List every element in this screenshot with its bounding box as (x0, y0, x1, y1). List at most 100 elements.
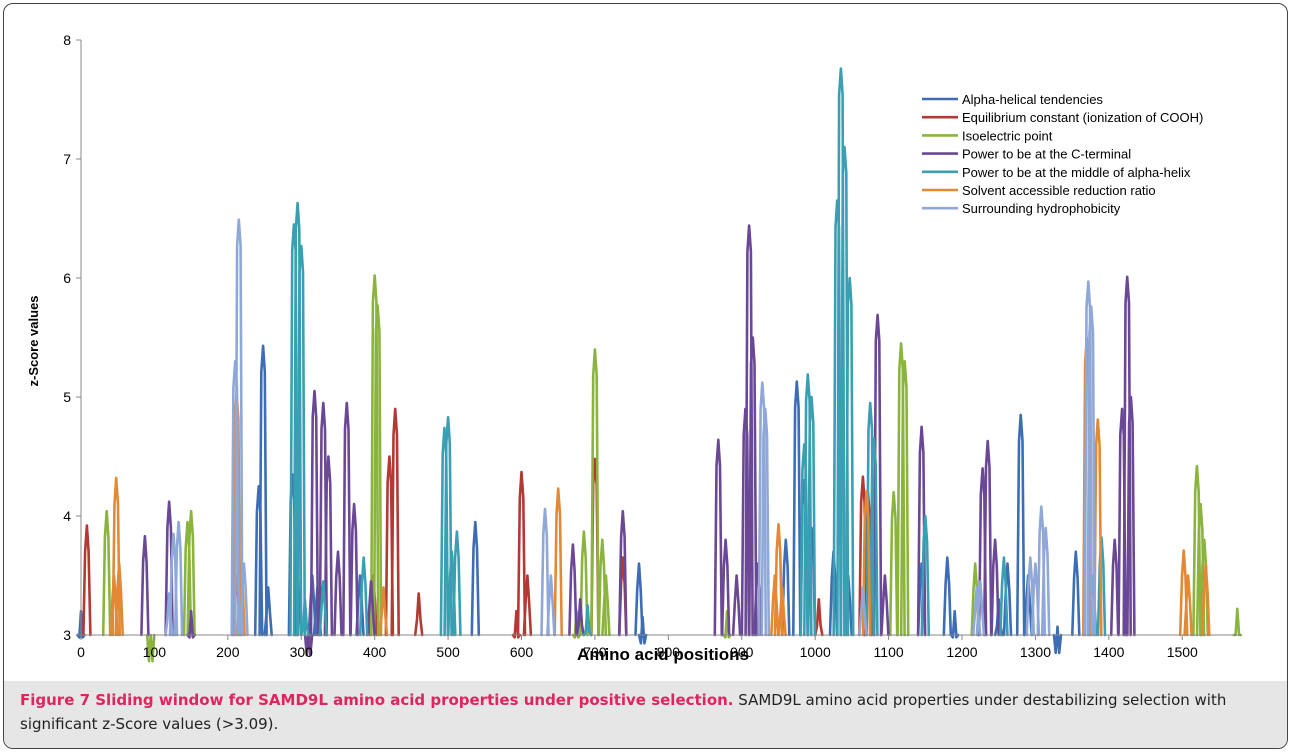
series-peak (114, 562, 124, 637)
series-peak (300, 598, 310, 637)
x-tick-label: 900 (730, 644, 754, 660)
series-peak (540, 507, 550, 637)
series-peak (258, 344, 268, 637)
series-group (140, 224, 1136, 657)
y-tick-label: 6 (63, 270, 71, 286)
series-peak (1071, 550, 1081, 637)
series-peak (413, 592, 424, 637)
series-peak (869, 437, 879, 637)
series-peak (861, 489, 872, 637)
series-peak (333, 550, 343, 637)
series-peak (546, 574, 556, 637)
series-peak (720, 538, 731, 637)
series-peak (858, 586, 868, 637)
series-peak (263, 586, 273, 637)
series-peak (731, 574, 742, 637)
legend-label: Surrounding hydrophobicity (962, 201, 1121, 216)
series-peak (1040, 526, 1051, 637)
legend-label: Isoelectric point (962, 128, 1053, 143)
series-peak (296, 244, 307, 637)
series-peak (748, 336, 758, 637)
series-peak (369, 274, 380, 637)
figure-caption: Figure 7 Sliding window for SAMD9L amino… (20, 688, 1271, 736)
series-peak (773, 523, 784, 637)
legend-label: Power to be at the C-terminal (962, 147, 1131, 162)
legend-label: Alpha-helical tendencies (962, 92, 1103, 107)
legend-label: Equilibrium constant (ionization of COOH… (962, 110, 1203, 125)
series-peak (378, 586, 389, 637)
y-tick-label: 8 (63, 32, 71, 48)
series-peak (575, 598, 585, 637)
caption-band (4, 681, 1287, 748)
series-peak (949, 609, 960, 639)
series-peak (1201, 563, 1211, 637)
series-peak (101, 509, 112, 637)
series-peak (590, 348, 600, 637)
series-peak (582, 604, 593, 637)
caption-body: SAMD9L amino acid properties under desta… (20, 691, 1227, 733)
series-peak (230, 360, 240, 637)
series-peak (999, 556, 1009, 637)
series-peak (511, 609, 522, 639)
y-tick-label: 3 (63, 627, 71, 643)
series-peak (366, 580, 376, 637)
series-peak (234, 218, 244, 637)
legend-label: Power to be at the middle of alpha-helix (962, 165, 1191, 180)
series-peak (920, 514, 931, 637)
series-peak (318, 580, 329, 637)
series-peak (601, 574, 611, 637)
series-peak (553, 487, 563, 637)
series-peak (186, 509, 196, 637)
series-peak (1086, 305, 1096, 637)
series-peak (111, 476, 121, 637)
series-peak (792, 380, 802, 637)
series-peak (777, 586, 787, 637)
series-peak (323, 455, 334, 637)
series-peak (579, 530, 589, 637)
series-peak (1015, 413, 1026, 637)
x-tick-label: 800 (657, 644, 681, 660)
series-peak (173, 520, 184, 637)
series-peak (140, 534, 150, 637)
x-tick-label: 1200 (946, 644, 977, 660)
series-peak (1083, 280, 1094, 637)
series-peak (1232, 607, 1243, 637)
series-peak (713, 438, 724, 637)
series-peak (1093, 418, 1103, 637)
y-tick-label: 5 (63, 389, 71, 405)
series-peak (916, 425, 927, 637)
x-tick-label: 200 (216, 644, 240, 660)
x-tick-label: 1100 (874, 644, 904, 660)
series-peak (452, 530, 462, 637)
series-peak (1183, 574, 1193, 637)
series-peak (975, 580, 986, 637)
legend: Alpha-helical tendencies Equilibrium cons… (922, 92, 1203, 216)
series-group (101, 274, 1243, 663)
figure-frame: 3 4 5 6 7 8 0 100 200 300 400 500 600 700 800 900 1000 11… (3, 3, 1288, 749)
y-tick-label: 7 (63, 151, 71, 167)
series-peak (522, 574, 533, 637)
series-peak (1109, 538, 1120, 637)
series-peak (942, 556, 953, 637)
series-peak (568, 543, 578, 637)
series-peak (637, 615, 648, 645)
series-peak (770, 574, 780, 637)
series-peak (186, 609, 196, 639)
x-tick-label: 0 (77, 644, 85, 660)
series-peak (349, 502, 359, 637)
series-peak (372, 304, 383, 637)
series-peak (899, 360, 910, 637)
z-score-line-chart: 3 4 5 6 7 8 0 100 200 300 400 500 600 700 800 900 1000 11… (26, 32, 1243, 664)
series-peak (82, 524, 92, 637)
axes: 3 4 5 6 7 8 0 100 200 300 400 500 600 700 800 900 1000 11… (63, 32, 1241, 660)
series-peak (1052, 625, 1063, 655)
series-peak (722, 609, 732, 639)
x-axis-title: Amino acid positions (577, 645, 749, 664)
series-peak (390, 407, 400, 637)
series-peak (799, 443, 809, 637)
series-peak (342, 401, 352, 637)
x-tick-label: 1500 (1167, 644, 1198, 660)
series-peak (618, 509, 628, 637)
x-tick-label: 700 (583, 644, 607, 660)
series-peak (1126, 395, 1136, 637)
